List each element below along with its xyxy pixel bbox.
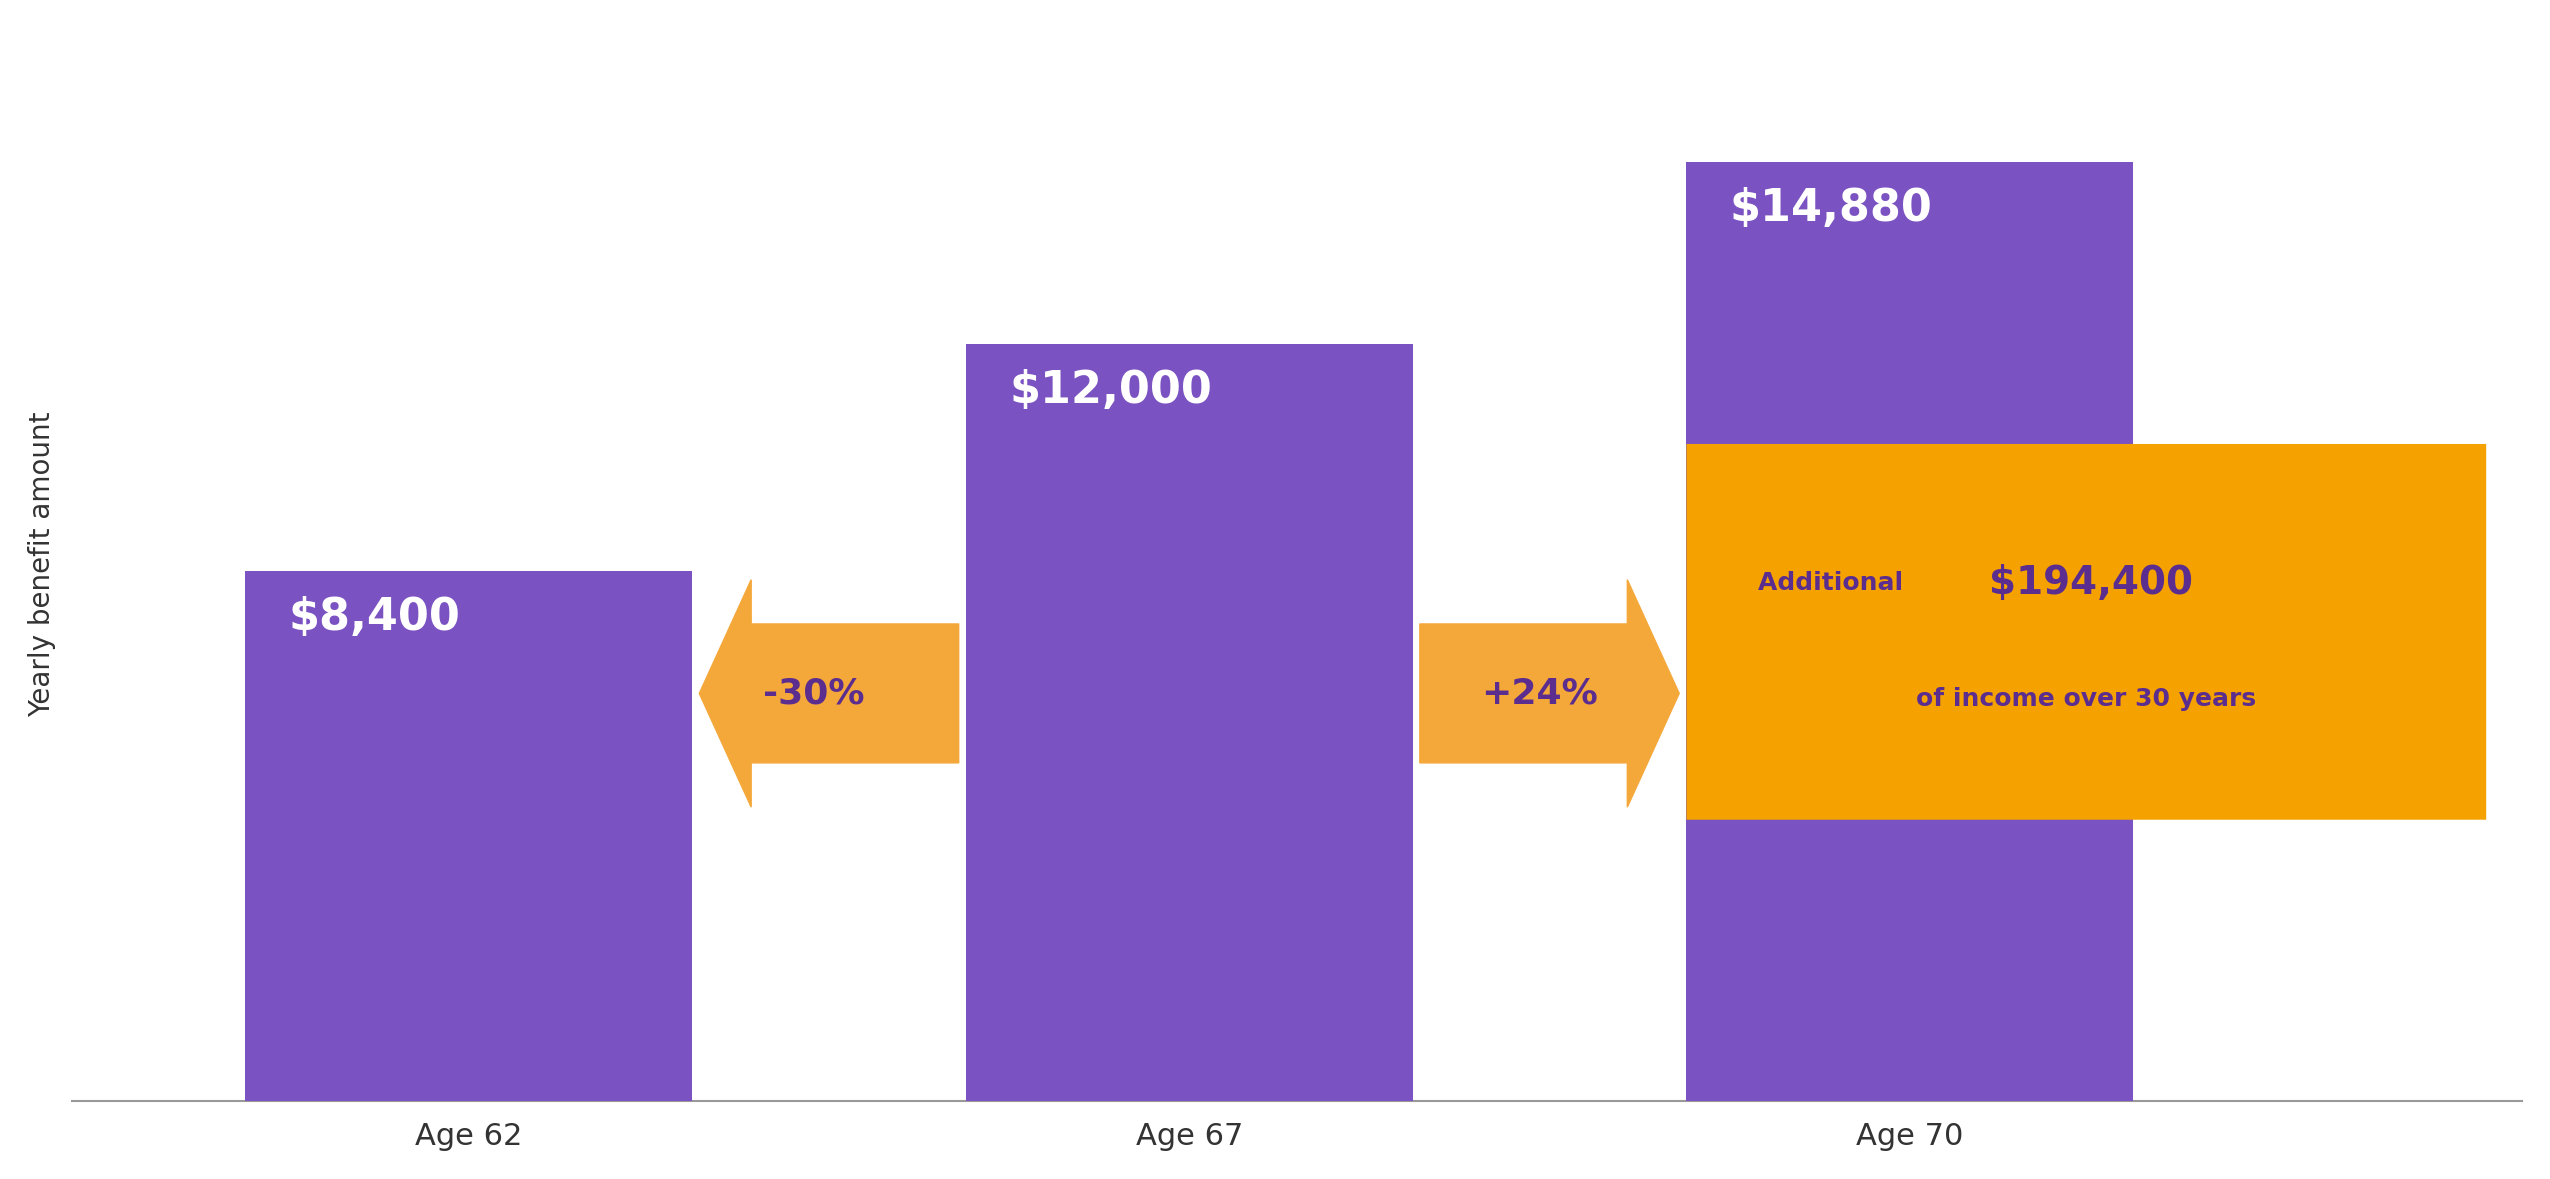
Text: -30%: -30% [762,677,864,711]
FancyArrow shape [699,580,959,808]
Bar [245,571,691,1101]
Text: of income over 30 years: of income over 30 years [1915,687,2257,711]
Bar [966,343,1413,1101]
Text: Additional: Additional [1759,571,1912,595]
Y-axis label: Yearly benefit amount: Yearly benefit amount [28,411,56,717]
Text: +24%: +24% [1482,677,1596,711]
FancyArrow shape [1420,580,1680,808]
Text: $14,880: $14,880 [1729,187,1933,230]
Text: $8,400: $8,400 [288,597,462,639]
FancyBboxPatch shape [1686,444,2486,819]
Bar [1686,162,2134,1101]
Text: $194,400: $194,400 [1989,564,2193,602]
Text: $12,000: $12,000 [1010,369,1211,411]
